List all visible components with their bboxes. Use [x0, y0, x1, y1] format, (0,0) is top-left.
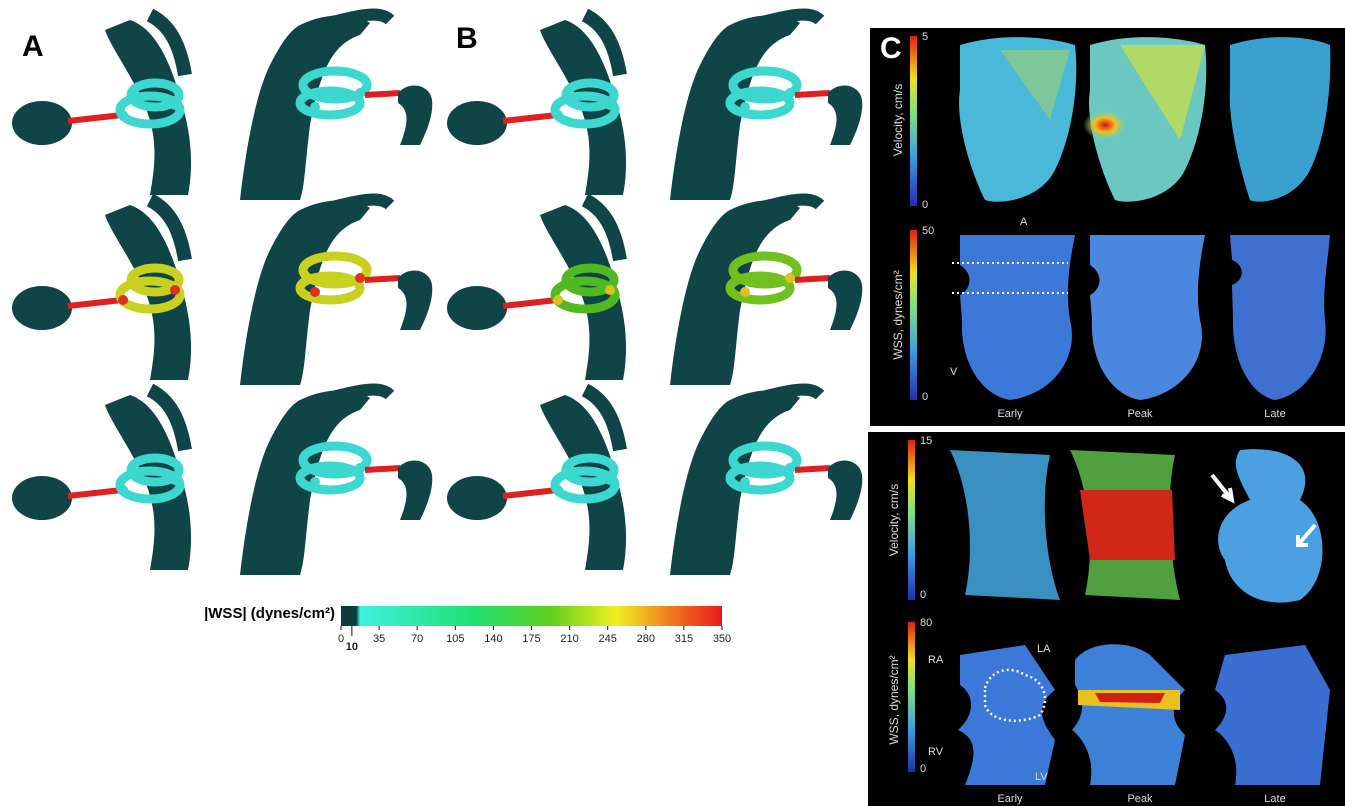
- streamline-renders: [950, 449, 1323, 603]
- vessel-render: [670, 390, 862, 575]
- wss-renders: [952, 235, 1330, 400]
- chamber-label: LA: [1037, 643, 1051, 655]
- scale-max: 50: [922, 225, 934, 237]
- scale-max: 80: [920, 617, 932, 629]
- wss-renders: [958, 644, 1330, 785]
- colorbar: [910, 230, 917, 400]
- phase-label: Early: [997, 793, 1023, 805]
- vessel-grid: [12, 15, 862, 575]
- tick-label: 245: [599, 633, 617, 645]
- colorbar: [341, 606, 722, 626]
- tick-label: 10: [346, 641, 358, 653]
- scale-label: Velocity, cm/s: [891, 84, 905, 156]
- panel-label: A: [22, 30, 44, 63]
- phase-label: Peak: [1127, 408, 1153, 420]
- scale-min: 0: [920, 589, 926, 601]
- scale-min: 0: [922, 391, 928, 403]
- vessel-render: [12, 200, 191, 380]
- scale-label: Velocity, cm/s: [887, 484, 901, 556]
- tick-label: 105: [446, 633, 464, 645]
- scale-label: WSS, dynes/cm²: [891, 270, 905, 359]
- tick-label: 175: [522, 633, 540, 645]
- tick-label: 140: [484, 633, 502, 645]
- marker: A: [1020, 216, 1028, 228]
- vessel-render: [240, 200, 432, 385]
- vessel-render: [240, 15, 432, 200]
- scale-max: 5: [922, 31, 928, 43]
- panel-label: B: [456, 22, 478, 55]
- phase-label: Early: [997, 408, 1023, 420]
- colorbar: [910, 36, 917, 206]
- tick-label: 35: [373, 633, 385, 645]
- phase-label: Late: [1264, 408, 1285, 420]
- chamber-label: LV: [1035, 771, 1048, 783]
- phase-label: Late: [1264, 793, 1285, 805]
- panel-label: C: [880, 32, 902, 65]
- tick-label: 0: [338, 633, 344, 645]
- figure: A B |WSS| (dynes/cm²) 010357010514017521…: [0, 0, 1345, 806]
- tick-label: 315: [675, 633, 693, 645]
- wss-legend: |WSS| (dynes/cm²) 010 35 70 105 140 175 210 245…: [204, 605, 731, 653]
- scale-min: 0: [920, 763, 926, 775]
- chamber-label: RV: [928, 746, 944, 758]
- vessel-render: [670, 15, 862, 200]
- vessel-render: [12, 390, 191, 570]
- scale-min: 0: [922, 199, 928, 211]
- vessel-render: [240, 390, 432, 575]
- tick-label: 70: [411, 633, 423, 645]
- chamber-label: RA: [928, 654, 944, 666]
- scale-label: WSS, dynes/cm²: [887, 655, 901, 744]
- tick-label: 350: [713, 633, 731, 645]
- vessel-render: [670, 200, 862, 385]
- phase-label: Peak: [1127, 793, 1153, 805]
- colorbar: [908, 622, 915, 772]
- vessel-render: [447, 200, 626, 380]
- tick-label: 280: [637, 633, 655, 645]
- tick-label: 210: [560, 633, 578, 645]
- scale-max: 15: [920, 435, 932, 447]
- velocity-renders: [959, 37, 1330, 202]
- marker: V: [950, 366, 958, 378]
- vessel-render: [447, 390, 626, 570]
- legend-title: |WSS| (dynes/cm²): [204, 605, 335, 622]
- colorbar: [908, 440, 915, 600]
